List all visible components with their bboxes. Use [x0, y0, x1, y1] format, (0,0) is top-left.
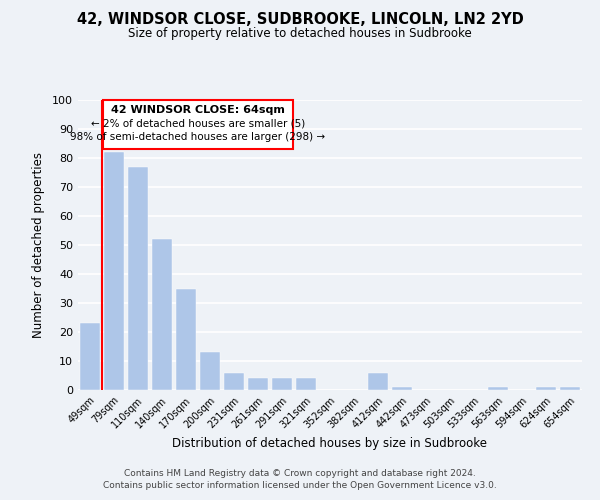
Bar	[392, 387, 412, 390]
Bar	[80, 324, 100, 390]
X-axis label: Distribution of detached houses by size in Sudbrooke: Distribution of detached houses by size …	[173, 436, 487, 450]
Y-axis label: Number of detached properties: Number of detached properties	[32, 152, 45, 338]
Bar	[224, 372, 244, 390]
Text: 98% of semi-detached houses are larger (298) →: 98% of semi-detached houses are larger (…	[70, 132, 326, 142]
Bar	[104, 152, 124, 390]
Bar	[248, 378, 268, 390]
Bar	[200, 352, 220, 390]
Bar	[488, 387, 508, 390]
Bar	[176, 288, 196, 390]
Text: 42, WINDSOR CLOSE, SUDBROOKE, LINCOLN, LN2 2YD: 42, WINDSOR CLOSE, SUDBROOKE, LINCOLN, L…	[77, 12, 523, 28]
Bar	[368, 372, 388, 390]
Bar	[536, 387, 556, 390]
FancyBboxPatch shape	[103, 100, 293, 150]
Bar	[128, 166, 148, 390]
Bar	[152, 239, 172, 390]
Text: Contains public sector information licensed under the Open Government Licence v3: Contains public sector information licen…	[103, 481, 497, 490]
Text: 42 WINDSOR CLOSE: 64sqm: 42 WINDSOR CLOSE: 64sqm	[111, 105, 285, 115]
Text: Size of property relative to detached houses in Sudbrooke: Size of property relative to detached ho…	[128, 28, 472, 40]
Bar	[560, 387, 580, 390]
Text: Contains HM Land Registry data © Crown copyright and database right 2024.: Contains HM Land Registry data © Crown c…	[124, 468, 476, 477]
Bar	[272, 378, 292, 390]
Bar	[296, 378, 316, 390]
Text: ← 2% of detached houses are smaller (5): ← 2% of detached houses are smaller (5)	[91, 118, 305, 128]
